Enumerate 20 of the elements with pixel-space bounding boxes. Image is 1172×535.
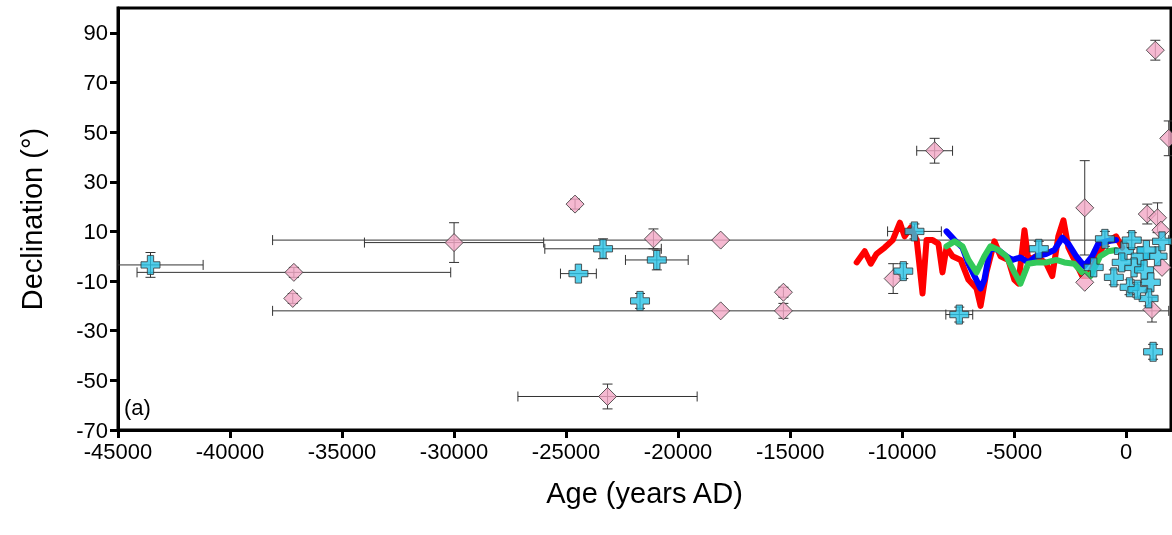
x-tick-label: -40000 [195,438,265,464]
y-tick-label: -30 [76,318,108,344]
x-axis-title: Age (years AD) [546,476,743,509]
y-tick-label: 10 [83,218,108,244]
x-tick-label: -25000 [531,438,601,464]
x-tick-label: -15000 [755,438,825,464]
x-tick-label: -35000 [307,438,377,464]
x-tick-label: 0 [1120,438,1133,464]
y-axis-title: Declination (°) [15,127,48,311]
y-tick-label: 90 [83,20,108,46]
y-tick-label: 30 [83,169,108,195]
x-tick-label: -30000 [419,438,489,464]
x-tick-label: -10000 [867,438,937,464]
y-tick-label: -10 [76,268,108,294]
x-tick-label: -20000 [643,438,713,464]
y-tick-label: 50 [83,119,108,145]
y-tick-label: 70 [83,69,108,95]
annotation: (a) [124,394,151,420]
x-tick-label: -5000 [986,438,1043,464]
y-tick-label: -50 [76,367,108,393]
